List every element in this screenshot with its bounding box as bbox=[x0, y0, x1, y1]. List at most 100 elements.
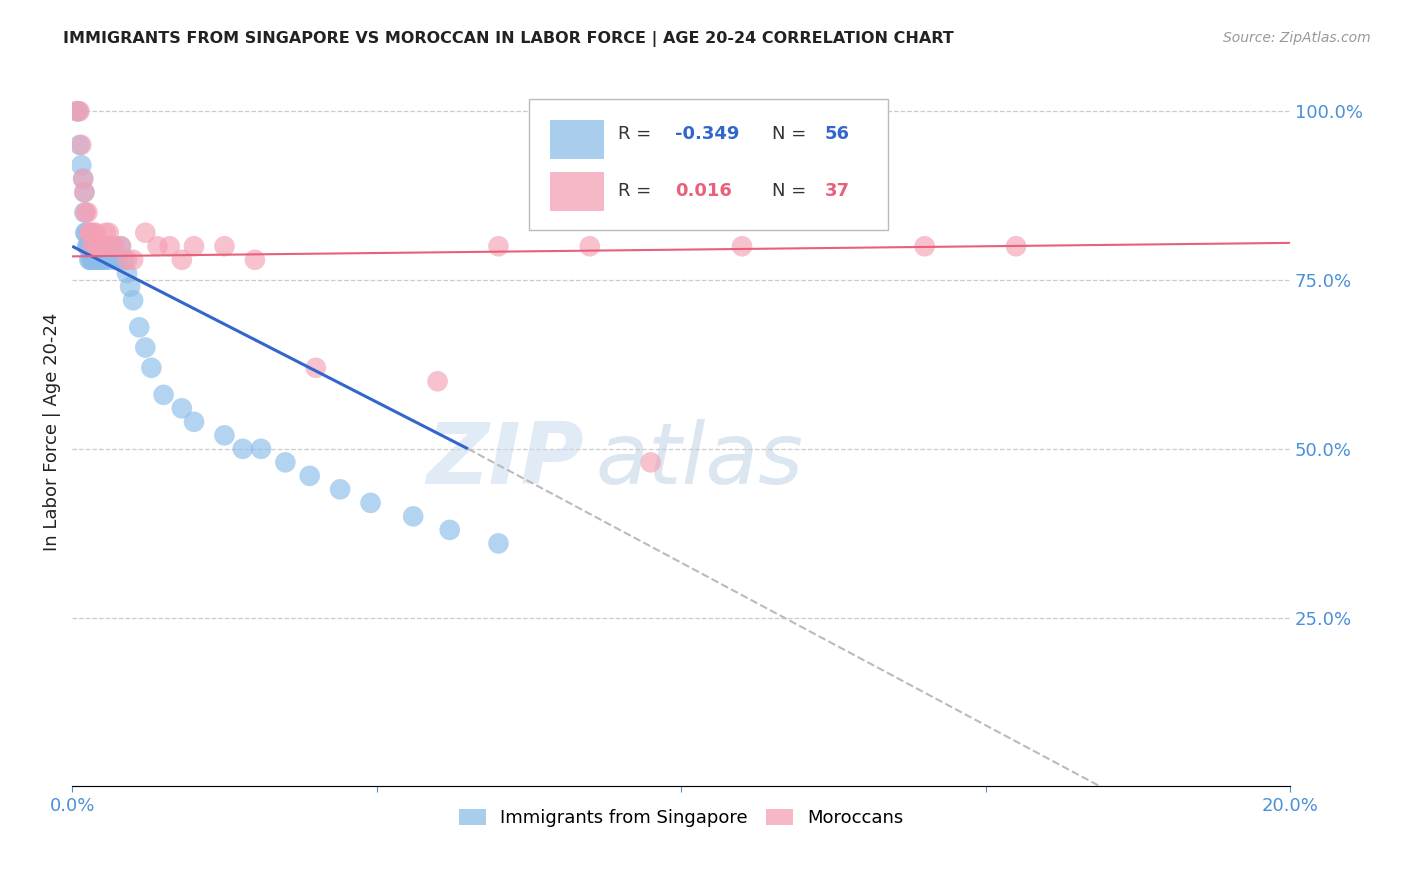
Point bbox=[305, 360, 328, 375]
Point bbox=[298, 468, 321, 483]
Point bbox=[243, 252, 266, 267]
Point bbox=[115, 252, 138, 267]
Text: 37: 37 bbox=[825, 182, 849, 200]
Point bbox=[66, 104, 89, 119]
Point bbox=[72, 171, 94, 186]
Point bbox=[183, 415, 205, 429]
Point bbox=[79, 239, 101, 253]
Point bbox=[914, 239, 936, 253]
Text: R =: R = bbox=[617, 182, 651, 200]
Point bbox=[75, 205, 97, 219]
Point bbox=[439, 523, 461, 537]
Point bbox=[67, 104, 90, 119]
Point bbox=[76, 239, 98, 253]
Point bbox=[66, 104, 89, 119]
Point bbox=[84, 252, 107, 267]
Point bbox=[170, 252, 193, 267]
Point bbox=[97, 226, 120, 240]
Point bbox=[141, 360, 163, 375]
Point bbox=[214, 239, 236, 253]
Point bbox=[90, 252, 112, 267]
Point bbox=[89, 252, 111, 267]
Point bbox=[84, 226, 107, 240]
Point bbox=[101, 239, 124, 253]
Point bbox=[69, 138, 91, 153]
Text: 0.016: 0.016 bbox=[675, 182, 733, 200]
Point bbox=[402, 509, 425, 524]
Point bbox=[89, 239, 111, 253]
Point bbox=[69, 104, 91, 119]
Text: R =: R = bbox=[617, 125, 651, 143]
Point bbox=[97, 239, 120, 253]
Point bbox=[83, 252, 105, 267]
Bar bbox=[550, 172, 605, 211]
Point bbox=[329, 483, 352, 497]
Point bbox=[91, 252, 114, 267]
Point bbox=[152, 388, 174, 402]
Point bbox=[250, 442, 273, 456]
Point bbox=[86, 252, 108, 267]
Point bbox=[274, 455, 297, 469]
Point bbox=[84, 239, 107, 253]
Point bbox=[134, 341, 156, 355]
Text: -0.349: -0.349 bbox=[675, 125, 740, 143]
Point bbox=[79, 252, 101, 267]
Text: N =: N = bbox=[772, 182, 807, 200]
Point bbox=[77, 226, 100, 240]
Y-axis label: In Labor Force | Age 20-24: In Labor Force | Age 20-24 bbox=[44, 313, 60, 551]
Point bbox=[112, 252, 135, 267]
Point bbox=[70, 138, 93, 153]
Point bbox=[75, 226, 97, 240]
Text: IMMIGRANTS FROM SINGAPORE VS MOROCCAN IN LABOR FORCE | AGE 20-24 CORRELATION CHA: IMMIGRANTS FROM SINGAPORE VS MOROCCAN IN… bbox=[63, 31, 955, 47]
Point bbox=[89, 239, 111, 253]
Point bbox=[94, 226, 117, 240]
Point bbox=[91, 239, 114, 253]
Point bbox=[86, 239, 108, 253]
Text: 56: 56 bbox=[825, 125, 849, 143]
Point bbox=[77, 252, 100, 267]
Point bbox=[77, 239, 100, 253]
Point bbox=[107, 252, 129, 267]
Point bbox=[76, 205, 98, 219]
Point bbox=[578, 239, 600, 253]
Point bbox=[120, 279, 142, 293]
Point bbox=[115, 266, 138, 280]
Point bbox=[104, 252, 127, 267]
Text: Source: ZipAtlas.com: Source: ZipAtlas.com bbox=[1223, 31, 1371, 45]
Point bbox=[91, 239, 114, 253]
Point bbox=[232, 442, 254, 456]
Point bbox=[76, 239, 98, 253]
Point bbox=[110, 239, 132, 253]
Point bbox=[1005, 239, 1028, 253]
Point bbox=[83, 239, 105, 253]
Point bbox=[72, 171, 94, 186]
Bar bbox=[550, 120, 605, 159]
Point bbox=[122, 252, 145, 267]
Point bbox=[75, 226, 97, 240]
Point bbox=[146, 239, 169, 253]
Text: N =: N = bbox=[772, 125, 807, 143]
Point bbox=[87, 239, 110, 253]
Legend: Immigrants from Singapore, Moroccans: Immigrants from Singapore, Moroccans bbox=[451, 802, 911, 834]
Point bbox=[640, 455, 662, 469]
Point bbox=[159, 239, 181, 253]
Point bbox=[83, 226, 105, 240]
Point bbox=[214, 428, 236, 442]
Point bbox=[183, 239, 205, 253]
Point bbox=[86, 239, 108, 253]
Point bbox=[426, 374, 449, 388]
Point bbox=[110, 239, 132, 253]
Point bbox=[104, 239, 127, 253]
Point bbox=[73, 186, 96, 200]
Point bbox=[488, 239, 510, 253]
Point bbox=[70, 158, 93, 172]
Point bbox=[80, 239, 103, 253]
FancyBboxPatch shape bbox=[529, 99, 889, 230]
Point bbox=[80, 252, 103, 267]
Point bbox=[122, 293, 145, 308]
Point bbox=[79, 226, 101, 240]
Point bbox=[73, 205, 96, 219]
Point bbox=[488, 536, 510, 550]
Point bbox=[128, 320, 150, 334]
Point bbox=[731, 239, 754, 253]
